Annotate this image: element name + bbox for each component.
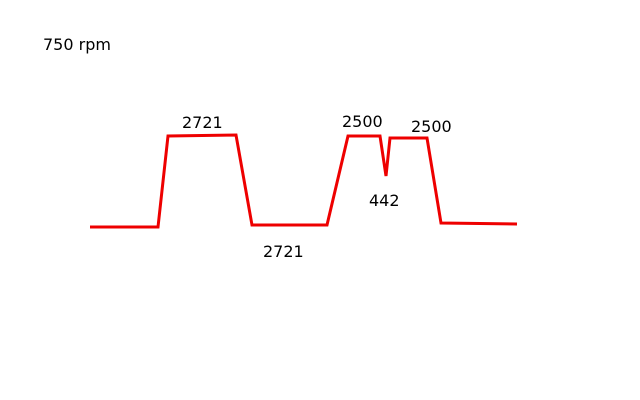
label-valley-1: 2721 [263, 242, 304, 261]
label-peak-1: 2721 [182, 113, 223, 132]
label-peak-2: 2500 [342, 112, 383, 131]
rpm-trace-line [90, 133, 518, 229]
label-dip: 442 [369, 191, 400, 210]
label-peak-3: 2500 [411, 117, 452, 136]
title-label: 750 rpm [43, 35, 111, 54]
